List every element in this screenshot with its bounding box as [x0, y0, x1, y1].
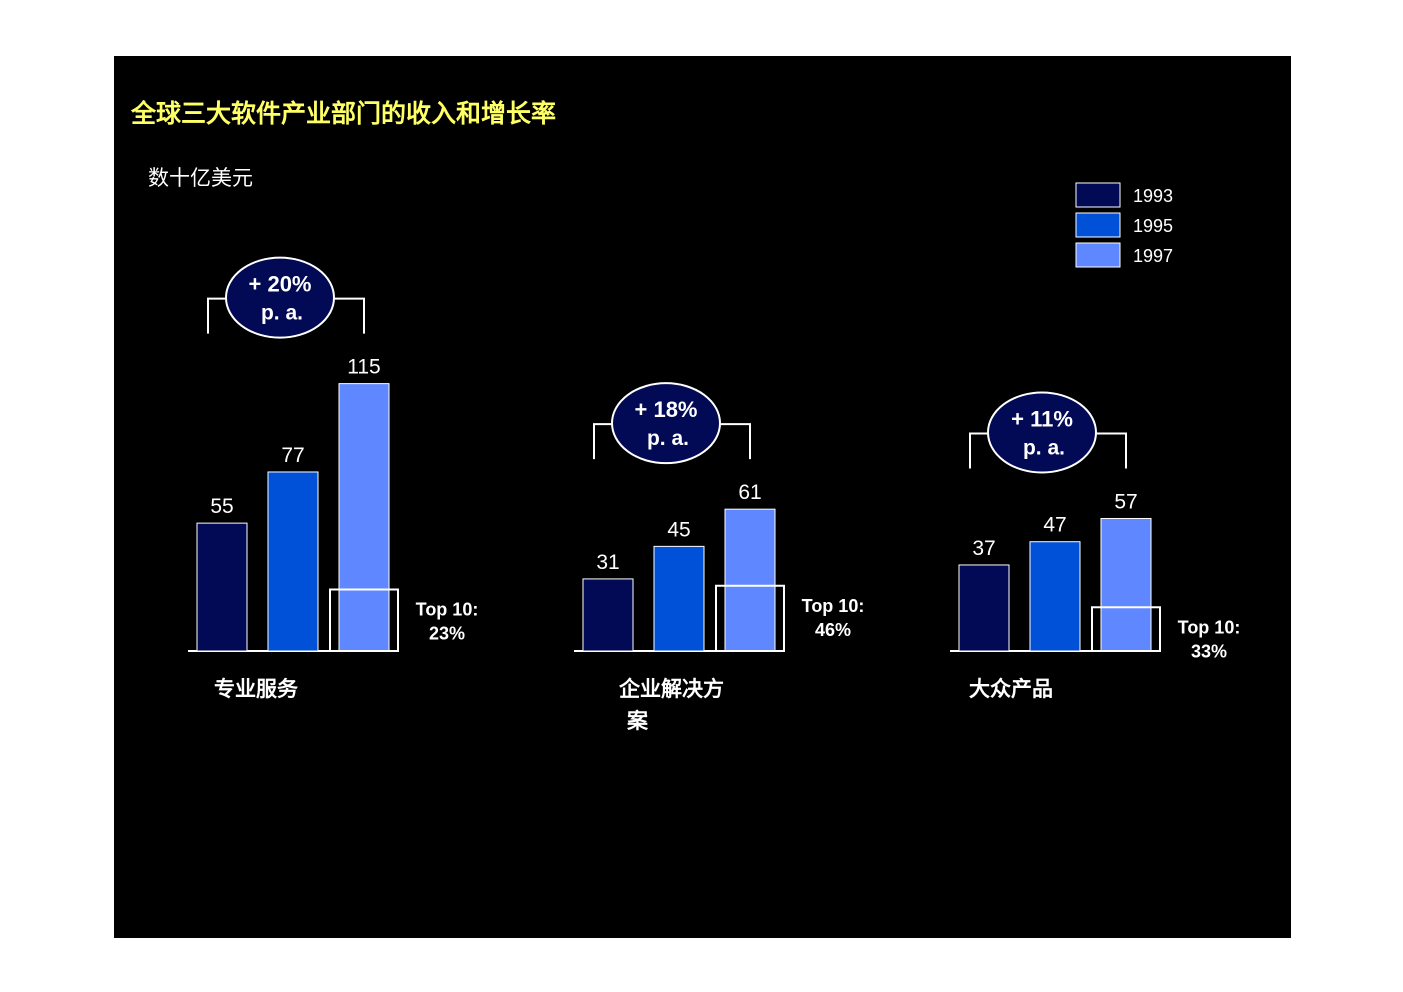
- legend-label: 1995: [1133, 216, 1173, 236]
- bar-1997-1: [338, 383, 390, 652]
- data-label: 45: [667, 518, 690, 541]
- chart: 55 77 115 Top 10: 23% + 20% p. a. 专业服务 31 45 61 Top…: [188, 182, 1241, 733]
- growth-rate: + 11%: [1011, 406, 1073, 431]
- category-label: 企业解决方: [618, 677, 724, 701]
- bar-1997-2: [724, 508, 776, 652]
- data-label: 61: [738, 481, 761, 504]
- top10-box: [715, 584, 785, 652]
- growth-rate: + 18%: [635, 397, 698, 422]
- top10-box: [329, 588, 399, 652]
- growth-unit: p. a.: [1023, 436, 1065, 459]
- data-label: 47: [1043, 514, 1066, 537]
- top10-label: Top 10:: [802, 596, 865, 616]
- data-label: 57: [1114, 490, 1137, 513]
- top10-label: Top 10:: [416, 600, 479, 620]
- bar-1993-3: [958, 564, 1010, 652]
- top10-share: 23%: [429, 624, 465, 644]
- bar-1993-1: [196, 522, 248, 652]
- growth-unit: p. a.: [261, 302, 303, 325]
- legend-swatch-1997: [1075, 242, 1121, 268]
- category-label: 案: [626, 709, 649, 733]
- growth-unit: p. a.: [647, 427, 689, 450]
- bar-1995-3: [1029, 541, 1081, 652]
- slide: 全球三大软件产业部门的收入和增长率 数十亿美元 55 77 115 Top 10: 23…: [114, 56, 1291, 938]
- legend-label: 1993: [1133, 186, 1173, 206]
- growth-bubble: [225, 256, 335, 339]
- top10-label: Top 10:: [1178, 617, 1241, 637]
- growth-bubble: [987, 391, 1097, 474]
- top10-box: [1091, 606, 1161, 652]
- growth-bubble: [611, 382, 721, 465]
- category-label: 大众产品: [969, 677, 1053, 701]
- data-label: 37: [972, 537, 995, 560]
- bar-1997-3: [1100, 517, 1152, 652]
- data-label: 77: [281, 444, 304, 467]
- bar-1993-2: [582, 578, 634, 652]
- bar-1995-2: [653, 545, 705, 652]
- top10-share: 46%: [815, 620, 851, 640]
- top10-share: 33%: [1191, 641, 1227, 661]
- category-label: 专业服务: [214, 677, 299, 701]
- data-label: 115: [347, 356, 380, 379]
- data-label: 31: [596, 551, 619, 574]
- chart-title: 全球三大软件产业部门的收入和增长率: [131, 99, 557, 128]
- data-label: 55: [210, 495, 233, 518]
- legend-swatch-1993: [1075, 182, 1121, 208]
- bar-1995-1: [267, 471, 319, 652]
- legend-label: 1997: [1133, 246, 1173, 266]
- growth-rate: + 20%: [249, 272, 312, 297]
- unit-label: 数十亿美元: [148, 166, 253, 190]
- legend-swatch-1995: [1075, 212, 1121, 238]
